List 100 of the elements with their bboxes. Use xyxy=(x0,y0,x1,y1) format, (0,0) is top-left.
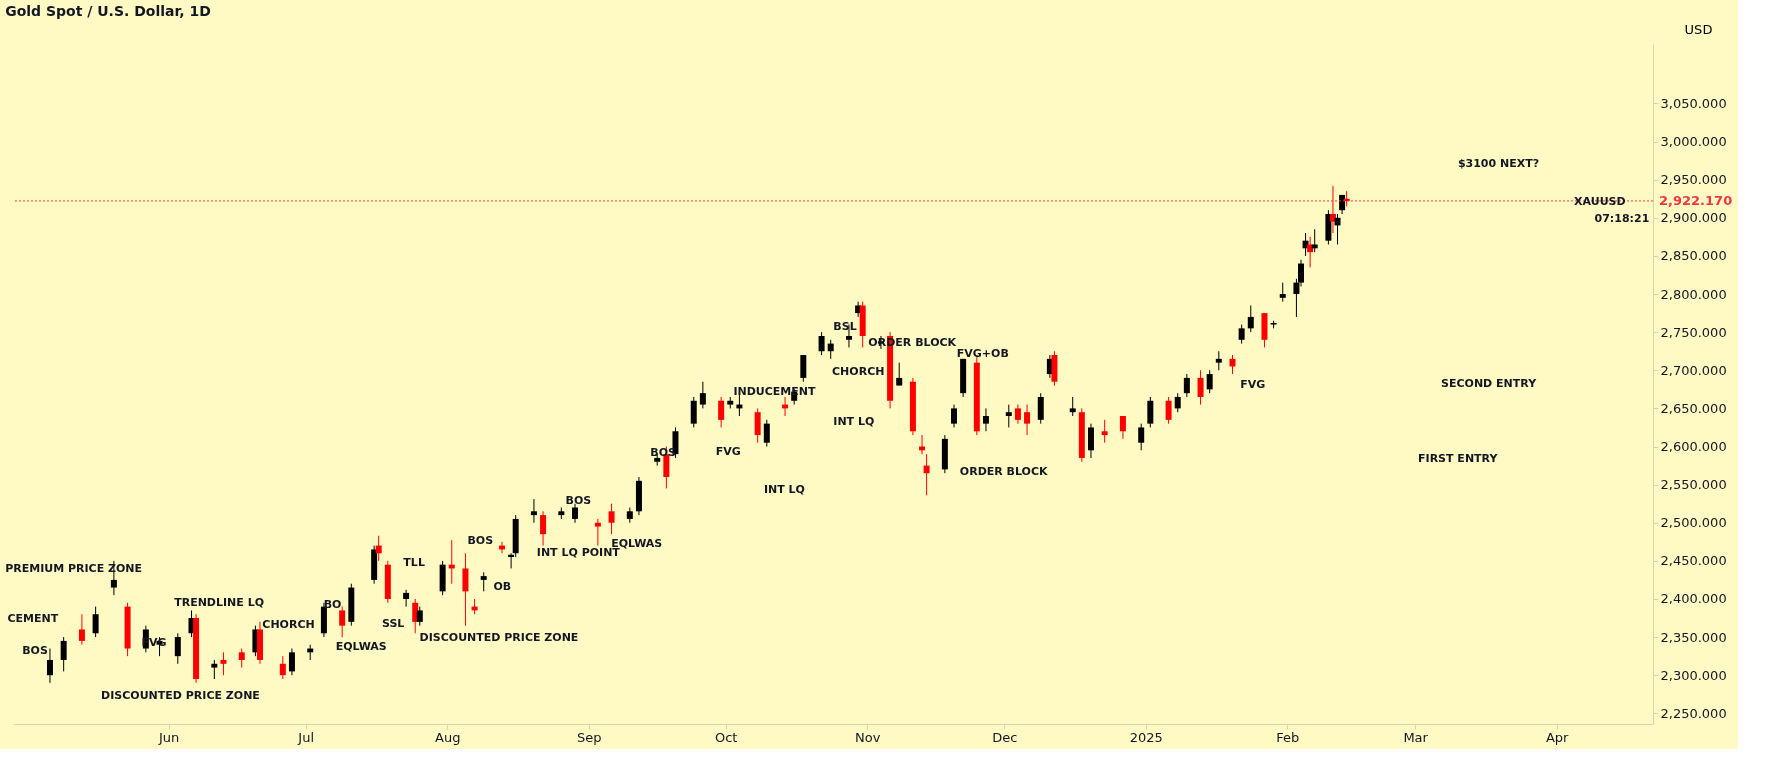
candlestick xyxy=(403,589,410,608)
candlestick xyxy=(982,407,989,432)
candlestick xyxy=(1165,396,1172,425)
y-tick-label: 2,850.000 xyxy=(1660,248,1727,264)
candlestick xyxy=(1037,392,1044,425)
annotation: $3100 NEXT? xyxy=(1457,157,1540,171)
candlestick xyxy=(1014,404,1021,425)
annotation: BOS xyxy=(565,493,592,507)
candlestick xyxy=(1279,282,1286,303)
candlestick xyxy=(1215,350,1222,371)
candlestick xyxy=(1238,324,1245,345)
annotation: TRENDLINE LQ xyxy=(174,596,264,610)
y-tick-label: 2,700.000 xyxy=(1660,362,1727,378)
candlestick xyxy=(1206,369,1213,394)
candlestick xyxy=(238,648,245,669)
candlestick xyxy=(1311,228,1318,253)
candlestick xyxy=(1147,396,1154,428)
annotation: DISCOUNTED PRICE ZONE xyxy=(101,688,260,702)
candlestick xyxy=(896,362,903,387)
candlestick xyxy=(92,606,99,638)
candlestick xyxy=(1229,354,1236,375)
candlestick xyxy=(220,651,227,676)
candlestick xyxy=(1197,369,1204,406)
annotation: BO xyxy=(323,598,342,612)
y-tick-label: 2,950.000 xyxy=(1660,172,1727,188)
candlestick xyxy=(1005,404,1012,428)
candlestick xyxy=(827,339,834,360)
annotation: TLL xyxy=(403,556,425,570)
annotation: CHORCH xyxy=(262,617,315,631)
chart-title: Gold Spot / U.S. Dollar, 1D xyxy=(5,3,211,19)
annotation: XAUUSD xyxy=(1574,195,1626,209)
y-tick-label: 2,900.000 xyxy=(1660,210,1727,226)
candlestick xyxy=(1069,396,1076,417)
candlestick xyxy=(1024,404,1031,436)
y-tick-label: 2,450.000 xyxy=(1660,553,1727,569)
x-tick-label: Apr xyxy=(1545,729,1570,745)
annotation: OB xyxy=(493,579,512,593)
candlestick xyxy=(1138,423,1145,451)
candlestick xyxy=(279,655,286,680)
annotation: ORDER BLOCK xyxy=(959,464,1049,478)
candlestick xyxy=(375,535,382,562)
y-axis-title: USD xyxy=(1684,21,1713,37)
annotation: INT LQ xyxy=(763,483,805,497)
candlestick xyxy=(608,503,615,535)
y-tick-label: 2,250.000 xyxy=(1660,705,1727,721)
y-tick-label: 2,350.000 xyxy=(1660,629,1727,645)
annotation: CEMENT xyxy=(7,612,59,626)
candlestick xyxy=(594,518,601,547)
candlestick xyxy=(211,659,218,680)
x-tick-label: 2025 xyxy=(1129,729,1163,745)
candlestick xyxy=(718,396,725,428)
candlestick xyxy=(174,632,181,665)
candlestick xyxy=(1329,185,1336,234)
candlestick xyxy=(1101,419,1108,444)
x-tick-label: Jun xyxy=(158,729,180,745)
candlestick xyxy=(690,396,697,428)
candlestick xyxy=(800,354,807,383)
y-tick-label: 2,750.000 xyxy=(1660,324,1727,340)
annotation: BSL xyxy=(833,319,857,333)
x-tick-label: Sep xyxy=(576,729,602,745)
candlestick xyxy=(288,648,295,676)
candlestick xyxy=(763,419,770,448)
annotation: INT LQ xyxy=(833,415,875,429)
candlestick xyxy=(462,552,469,627)
candlestick xyxy=(754,407,761,444)
annotation: BOS xyxy=(467,533,494,547)
candlestick xyxy=(1087,423,1094,459)
candlestick xyxy=(572,503,579,524)
candlestick xyxy=(699,381,706,409)
candlestick xyxy=(950,404,957,428)
annotation: 07:18:21 xyxy=(1594,212,1650,226)
candlestick xyxy=(1183,373,1190,398)
annotation: FVG+OB xyxy=(956,346,1009,360)
y-tick-label: 3,050.000 xyxy=(1660,95,1727,111)
y-tick-label: 2,650.000 xyxy=(1660,400,1727,416)
y-tick-label: 3,000.000 xyxy=(1660,134,1727,150)
x-tick-label: Feb xyxy=(1276,729,1300,745)
candlestick xyxy=(416,606,423,627)
x-tick-label: Nov xyxy=(855,729,881,745)
y-tick-label: 2,300.000 xyxy=(1660,667,1727,683)
candlestick xyxy=(78,613,85,646)
candlestick xyxy=(60,636,67,672)
y-tick-label: 2,800.000 xyxy=(1660,286,1727,302)
candlestick xyxy=(540,510,547,547)
x-tick-label: Dec xyxy=(992,729,1018,745)
candlestick xyxy=(480,571,487,592)
candlestick xyxy=(46,648,53,684)
candlestick xyxy=(923,453,930,496)
candlestick xyxy=(1247,304,1254,333)
annotation: SECOND ENTRY xyxy=(1441,376,1538,390)
candlestick xyxy=(1334,213,1341,245)
candlestick xyxy=(339,606,346,638)
candlestick xyxy=(1307,236,1314,268)
candlestick xyxy=(1119,415,1126,440)
annotation: SSL xyxy=(382,616,405,630)
annotation: EQLWAS xyxy=(335,640,387,654)
y-tick-label: 2,400.000 xyxy=(1660,591,1727,607)
y-tick-label: 2,550.000 xyxy=(1660,477,1727,493)
ref-line-label: 2,922.170 xyxy=(1659,192,1733,208)
y-tick-label: 2,500.000 xyxy=(1660,515,1727,531)
